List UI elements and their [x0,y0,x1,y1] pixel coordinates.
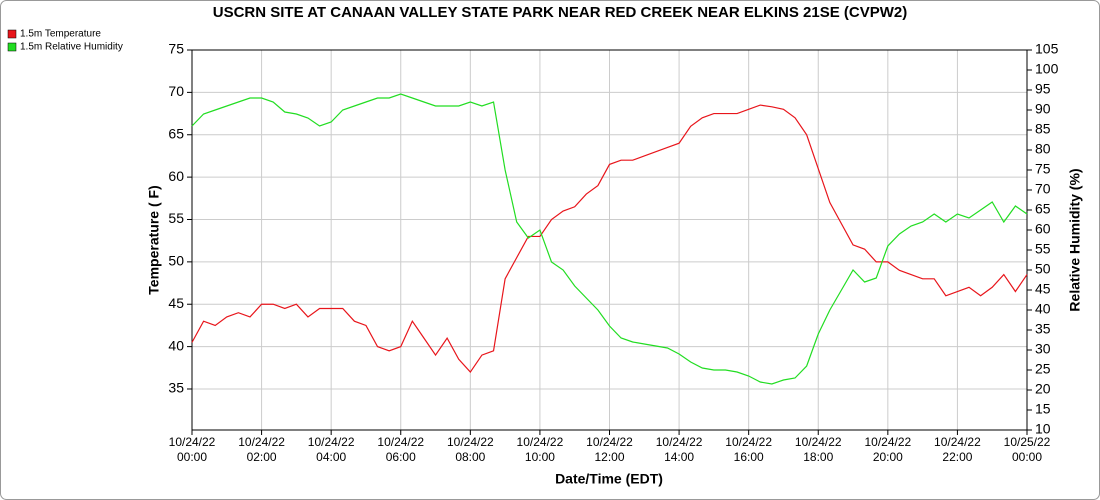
legend-swatch [7,42,17,52]
x-tick-label: 02:00 [247,450,277,464]
y2-tick-label: 105 [1035,41,1059,57]
y2-tick-label: 10 [1035,421,1051,437]
x-tick-date: 10/24/22 [447,435,494,449]
y2-tick-label: 75 [1035,161,1051,177]
y2-axis-label: Relative Humidity (%) [1067,168,1083,311]
y2-tick-label: 45 [1035,281,1051,297]
x-tick-date: 10/25/22 [1004,435,1051,449]
x-tick-date: 10/24/22 [656,435,703,449]
x-tick-label: 20:00 [873,450,903,464]
y2-tick-label: 30 [1035,341,1051,357]
y2-tick-label: 40 [1035,301,1051,317]
y2-tick-label: 20 [1035,381,1051,397]
x-tick-label: 14:00 [664,450,694,464]
y2-tick-label: 65 [1035,201,1051,217]
series-line [191,93,1028,385]
y2-tick-label: 100 [1035,61,1059,77]
y2-tick-label: 90 [1035,101,1051,117]
y2-tick-label: 80 [1035,141,1051,157]
y2-tick-label: 70 [1035,181,1051,197]
legend-swatch [7,29,17,39]
x-tick-date: 10/24/22 [308,435,355,449]
y-tick-label: 65 [168,125,184,141]
x-tick-date: 10/24/22 [795,435,842,449]
x-tick-date: 10/24/22 [169,435,216,449]
y-tick-label: 50 [168,253,184,269]
x-tick-date: 10/24/22 [586,435,633,449]
y2-tick-label: 85 [1035,121,1051,137]
y2-tick-label: 95 [1035,81,1051,97]
x-tick-label: 16:00 [734,450,764,464]
x-tick-date: 10/24/22 [377,435,424,449]
x-tick-date: 10/24/22 [725,435,772,449]
y-tick-label: 70 [168,83,184,99]
y-tick-label: 60 [168,168,184,184]
x-tick-date: 10/24/22 [517,435,564,449]
y2-tick-label: 55 [1035,241,1051,257]
x-tick-date: 10/24/22 [934,435,981,449]
plot-border [191,49,1028,431]
x-tick-label: 08:00 [455,450,485,464]
legend-label: 1.5m Temperature [20,29,101,40]
y-tick-label: 55 [168,210,184,226]
y-tick-label: 75 [168,41,184,57]
x-tick-label: 12:00 [594,450,624,464]
x-tick-label: 06:00 [386,450,416,464]
y2-tick-label: 50 [1035,261,1051,277]
y2-tick-label: 35 [1035,321,1051,337]
y-axis-label: Temperature ( F) [146,185,162,294]
x-tick-date: 10/24/22 [864,435,911,449]
y2-tick-label: 15 [1035,401,1051,417]
y2-tick-label: 60 [1035,221,1051,237]
chart-title: USCRN SITE AT CANAAN VALLEY STATE PARK N… [213,4,908,21]
x-tick-label: 22:00 [942,450,972,464]
y2-tick-label: 25 [1035,361,1051,377]
x-tick-label: 00:00 [177,450,207,464]
series-line [191,104,1028,373]
x-tick-label: 18:00 [803,450,833,464]
y-tick-label: 40 [168,337,184,353]
x-tick-date: 10/24/22 [238,435,285,449]
x-tick-label: 00:00 [1012,450,1042,464]
x-tick-label: 10:00 [525,450,555,464]
legend-label: 1.5m Relative Humidity [20,42,123,53]
x-axis-label: Date/Time (EDT) [555,471,663,487]
y-tick-label: 45 [168,295,184,311]
x-tick-label: 04:00 [316,450,346,464]
y-tick-label: 35 [168,380,184,396]
